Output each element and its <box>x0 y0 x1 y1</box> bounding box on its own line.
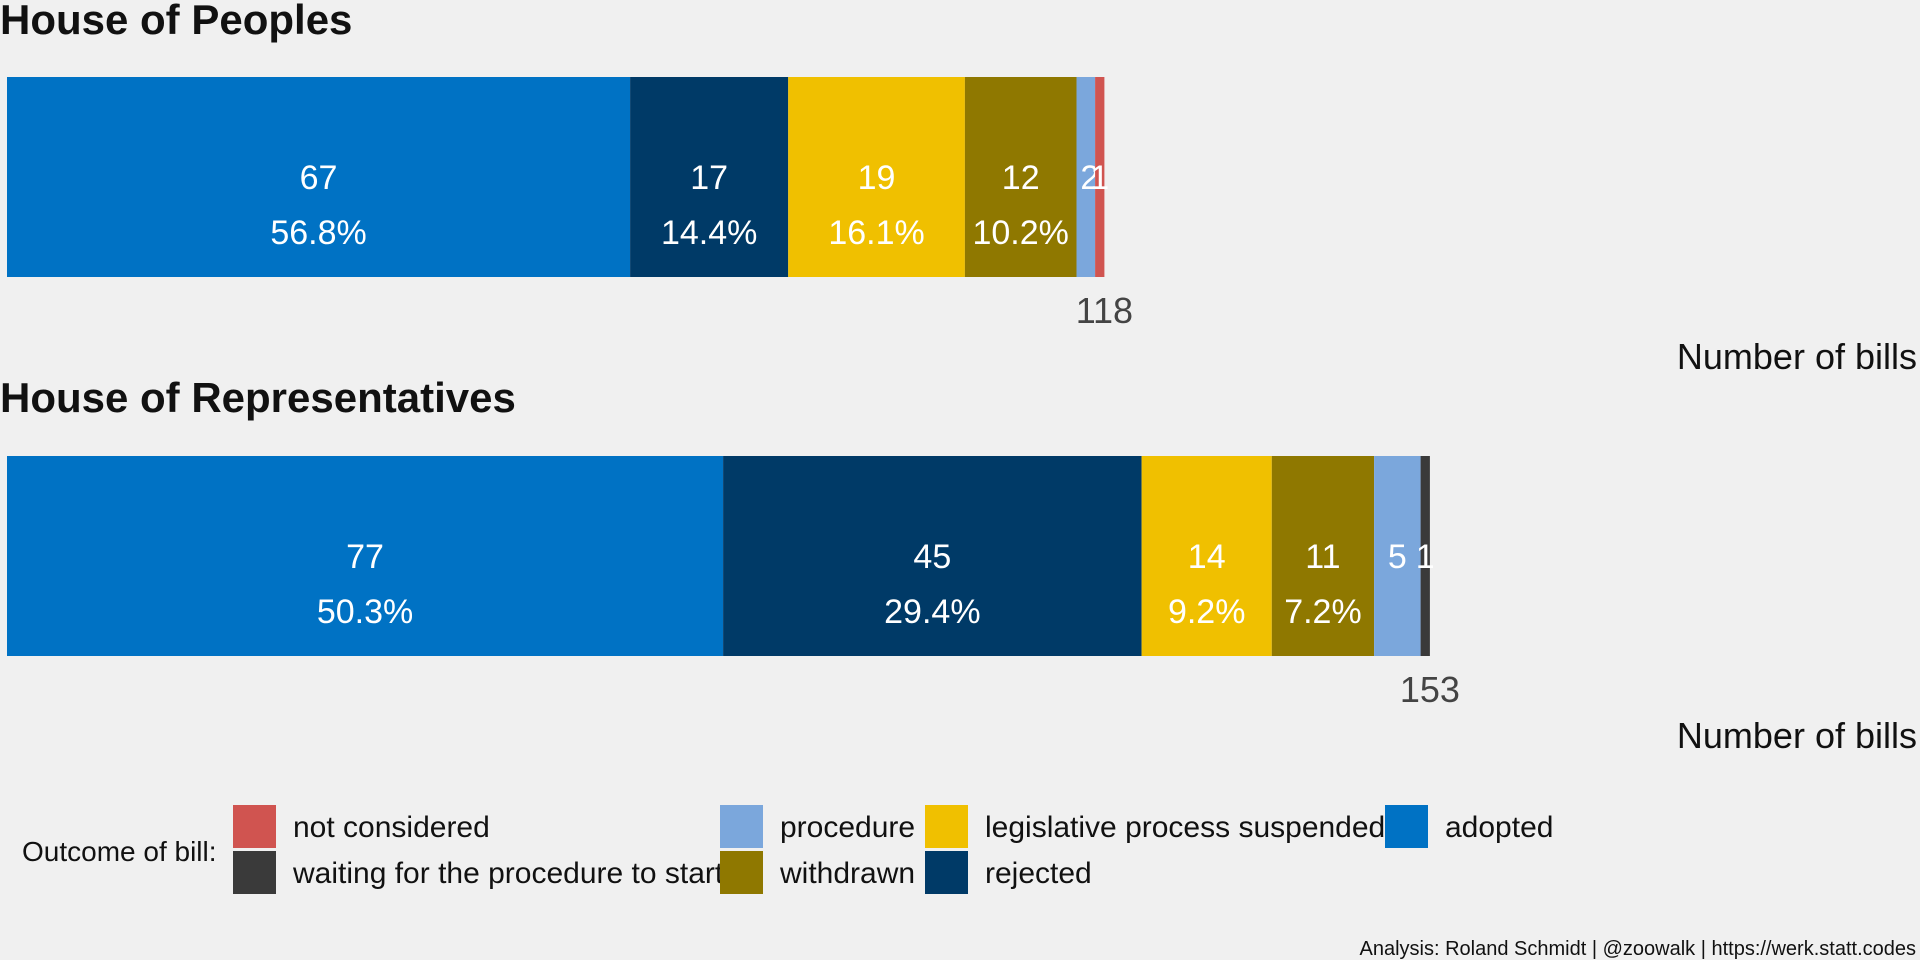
legend-label: legislative process suspended <box>985 811 1385 844</box>
legend-item-not-considered: not considered <box>233 805 490 848</box>
percent-label: 29.4% <box>884 593 980 631</box>
percent-label: 9.2% <box>1168 593 1246 631</box>
bar-segment-withdrawn <box>964 77 1077 277</box>
bar-segment-procedure <box>1374 456 1421 656</box>
percent-label: 16.1% <box>828 214 924 252</box>
legend-item-withdrawn: withdrawn <box>720 851 915 894</box>
legend-label: withdrawn <box>779 857 915 890</box>
total-label: 118 <box>1076 290 1133 331</box>
value-label: 19 <box>858 159 896 197</box>
bar-segment-adopted <box>7 456 724 656</box>
legend-swatch <box>1385 805 1428 848</box>
legend-label: waiting for the procedure to start <box>292 857 724 890</box>
legend-label: adopted <box>1445 811 1553 844</box>
legend: Outcome of bill: not considered waiting fo… <box>22 805 1553 894</box>
bar-segment-legislative-process-suspended <box>788 77 965 277</box>
bar-segment-rejected <box>723 456 1142 656</box>
bar-segment-not-considered <box>1095 77 1105 277</box>
panel-title: House of Peoples <box>0 0 352 43</box>
value-label: 77 <box>346 538 384 576</box>
bar-segment-waiting-for-the-procedure-to-start <box>1420 456 1430 656</box>
value-label: 17 <box>690 159 728 197</box>
bar-segment-rejected <box>630 77 789 277</box>
legend-swatch <box>720 805 763 848</box>
legend-swatch <box>720 851 763 894</box>
legend-item-adopted: adopted <box>1385 805 1553 848</box>
legend-item-rejected: rejected <box>925 851 1092 894</box>
percent-label: 10.2% <box>972 214 1068 252</box>
x-axis-label: Number of bills <box>1677 715 1917 756</box>
legend-label: not considered <box>293 811 490 844</box>
value-label: 12 <box>1002 159 1040 197</box>
panel-house-of-peoples: House of Peoples6756.8%1714.4%1916.1%121… <box>0 0 1917 377</box>
legend-swatch <box>233 851 276 894</box>
value-label: 67 <box>300 159 338 197</box>
value-label: 2 <box>1080 159 1099 197</box>
value-label: 14 <box>1188 538 1226 576</box>
legend-swatch <box>233 805 276 848</box>
bar-segment-legislative-process-suspended <box>1141 456 1272 656</box>
value-label: 45 <box>913 538 951 576</box>
percent-label: 50.3% <box>317 593 413 631</box>
legend-title: Outcome of bill: <box>22 836 217 867</box>
percent-label: 7.2% <box>1284 593 1362 631</box>
legend-label: procedure <box>780 811 915 844</box>
percent-label: 56.8% <box>270 214 366 252</box>
panel-title: House of Representatives <box>0 374 516 421</box>
bar-segment-adopted <box>7 77 631 277</box>
legend-item-legislative-process-suspended: legislative process suspended <box>925 805 1385 848</box>
legend-item-waiting-for-the-procedure-to-start: waiting for the procedure to start <box>233 851 724 894</box>
legend-label: rejected <box>985 857 1092 890</box>
value-label: 1 <box>1416 538 1435 576</box>
legend-swatch <box>925 805 968 848</box>
value-label: 11 <box>1305 538 1340 576</box>
legend-item-procedure: procedure <box>720 805 915 848</box>
panel-house-of-representatives: House of Representatives 77 50.3% 45 29.4% 14… <box>0 374 1917 756</box>
bar-segment-withdrawn <box>1271 456 1375 656</box>
caption: Analysis: Roland Schmidt | @zoowalk | ht… <box>1360 938 1916 960</box>
total-label: 153 <box>1400 669 1460 710</box>
legend-swatch <box>925 851 968 894</box>
value-label: 1 <box>1090 159 1109 197</box>
value-label: 5 <box>1388 538 1407 576</box>
percent-label: 14.4% <box>661 214 757 252</box>
bar-segment-procedure <box>1076 77 1096 277</box>
x-axis-label: Number of bills <box>1677 336 1917 377</box>
